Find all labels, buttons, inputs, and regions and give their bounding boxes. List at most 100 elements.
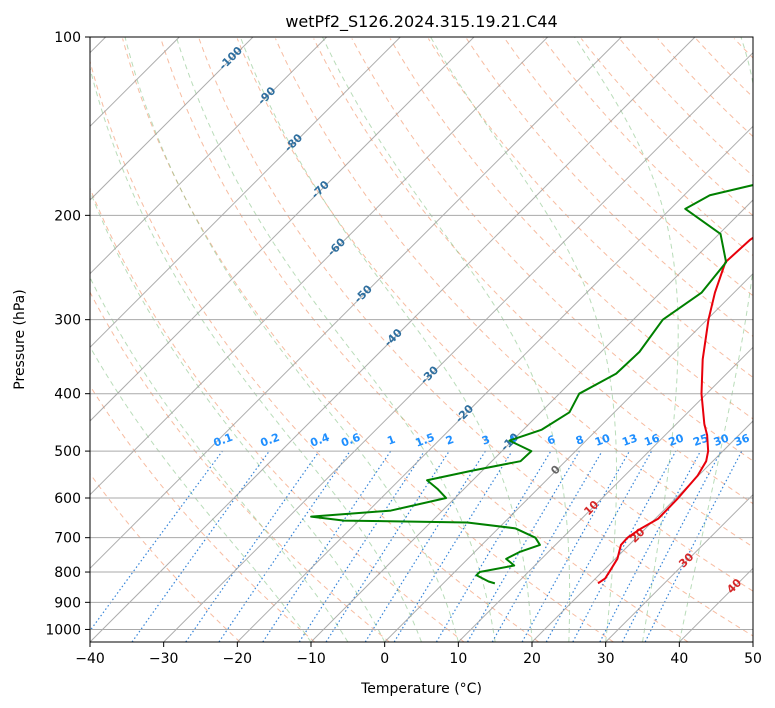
reference-lines — [90, 37, 753, 642]
y-tick-label: 200 — [54, 208, 81, 224]
y-axis-ticks: 100 200 300 400 500 600 700 800 900 1000 — [45, 30, 90, 638]
y-tick-label: 400 — [54, 387, 81, 403]
y-tick-label: 300 — [54, 313, 81, 329]
y-tick-label: 900 — [54, 595, 81, 611]
dry-adiabat-line — [695, 38, 753, 98]
isotherm-label: -40 — [382, 326, 405, 349]
x-axis-ticks: −40 −30 −20 −10 0 10 20 30 40 50 — [75, 642, 762, 667]
dry-adiabat-line — [389, 38, 753, 420]
mixing-ratio-line — [262, 450, 392, 642]
dry-adiabat-line — [351, 38, 753, 462]
mixing-ratio-line — [621, 450, 722, 642]
moist-adiabat-line — [175, 37, 496, 642]
mixing-ratio-label: 30 — [712, 431, 731, 449]
mixing-ratio-label: 3 — [480, 433, 492, 448]
x-tick-label: −30 — [149, 651, 179, 667]
isotherm-label: -80 — [282, 131, 305, 154]
dry-adiabat-line — [580, 38, 753, 217]
mixing-ratio-label: 0.4 — [309, 431, 332, 450]
dry-adiabat-line — [427, 38, 753, 378]
x-tick-label: −10 — [296, 651, 326, 667]
y-tick-label: 800 — [54, 565, 81, 581]
mixing-ratio-label: 1 — [385, 433, 397, 448]
isotherm-line — [531, 420, 753, 642]
mixing-ratio-label: 20 — [667, 431, 686, 449]
mixing-ratio-line — [644, 450, 743, 642]
mixing-ratio-label: 1.5 — [414, 431, 437, 450]
temperature-profile-line — [597, 236, 753, 585]
moist-adiabat-line — [239, 37, 533, 642]
isotherm-line — [310, 199, 753, 642]
isotherm-line — [605, 493, 753, 642]
dry-adiabat-line — [90, 291, 390, 642]
mixing-ratio-label: 0.1 — [212, 431, 235, 450]
x-tick-label: 30 — [597, 651, 615, 667]
mixing-ratio-label: 16 — [642, 431, 661, 449]
x-tick-label: 40 — [670, 651, 688, 667]
moist-adiabat-line — [322, 37, 571, 642]
isotherm-line — [90, 37, 622, 570]
dry-adiabat-line — [122, 38, 614, 642]
x-tick-label: −40 — [75, 651, 105, 667]
pressure-gridlines — [90, 37, 753, 630]
dry-adiabat-line — [619, 38, 753, 177]
isotherm-line — [752, 641, 753, 642]
isotherm-line — [90, 37, 328, 275]
y-tick-label: 1000 — [45, 622, 81, 638]
mixing-ratio-line — [298, 450, 425, 642]
mixing-ratio-line — [218, 450, 351, 642]
isotherm-label-warm: 30 — [676, 550, 696, 570]
dry-adiabat-line — [275, 38, 753, 548]
dry-adiabat-line — [733, 38, 753, 59]
dry-adiabat-line — [90, 472, 241, 642]
y-axis-label: Pressure (hPa) — [12, 289, 28, 389]
y-tick-label: 600 — [54, 491, 81, 507]
mixing-ratio-label: 10 — [593, 431, 612, 449]
mixing-ratio-label: 13 — [620, 432, 639, 449]
mixing-ratio-line — [393, 450, 513, 642]
mixing-ratio-label: 0.2 — [259, 431, 282, 450]
isotherm-line — [90, 37, 401, 349]
mixing-ratio-label: 25 — [691, 432, 710, 449]
mixing-ratio-line — [90, 450, 223, 632]
x-tick-label: 0 — [380, 651, 389, 667]
mixing-ratio-label: 36 — [733, 431, 752, 449]
mixing-ratio-label: 8 — [574, 433, 586, 448]
moist-adiabat-line — [90, 345, 312, 642]
dewpoint-profile-line — [310, 184, 753, 585]
mixing-ratio-line — [521, 450, 631, 642]
moist-adiabat-line — [124, 37, 459, 642]
moist-adiabat-line — [90, 276, 349, 642]
moist-adiabat-line — [430, 37, 618, 642]
y-tick-label: 100 — [54, 30, 81, 46]
isotherm-label: -50 — [352, 282, 375, 305]
x-tick-label: 10 — [449, 651, 467, 667]
isotherm-line — [457, 346, 753, 642]
isotherm-label: -20 — [453, 402, 476, 425]
plot-frame — [89, 36, 754, 643]
isotherm-line — [90, 37, 696, 642]
dry-adiabat-line — [90, 59, 540, 642]
dry-adiabat-line — [504, 38, 753, 297]
x-tick-label: 20 — [523, 651, 541, 667]
dry-adiabat-line — [90, 384, 316, 642]
isotherm-label: -30 — [418, 363, 441, 386]
x-tick-label: 50 — [744, 651, 762, 667]
dry-adiabat-line — [198, 38, 753, 637]
isotherm-label: -60 — [325, 235, 348, 258]
mixing-ratio-label: 2 — [444, 433, 456, 448]
mixing-ratio-label: 6 — [545, 433, 557, 448]
isotherm-line — [384, 272, 753, 642]
mixing-ratio-label: 0.6 — [339, 431, 362, 450]
dry-adiabat-line — [466, 38, 753, 337]
isotherm-label-warm: 0 — [548, 462, 563, 477]
isotherm-line — [678, 567, 753, 642]
dry-adiabat-line — [160, 38, 689, 642]
y-tick-label: 500 — [54, 444, 81, 460]
sounding-series — [310, 184, 753, 585]
moist-adiabat-line — [574, 37, 679, 642]
isotherm-line — [90, 37, 475, 422]
moist-adiabat-line — [90, 189, 386, 642]
isotherm-label-warm: 10 — [581, 498, 601, 518]
isotherm-label: -70 — [309, 178, 332, 201]
